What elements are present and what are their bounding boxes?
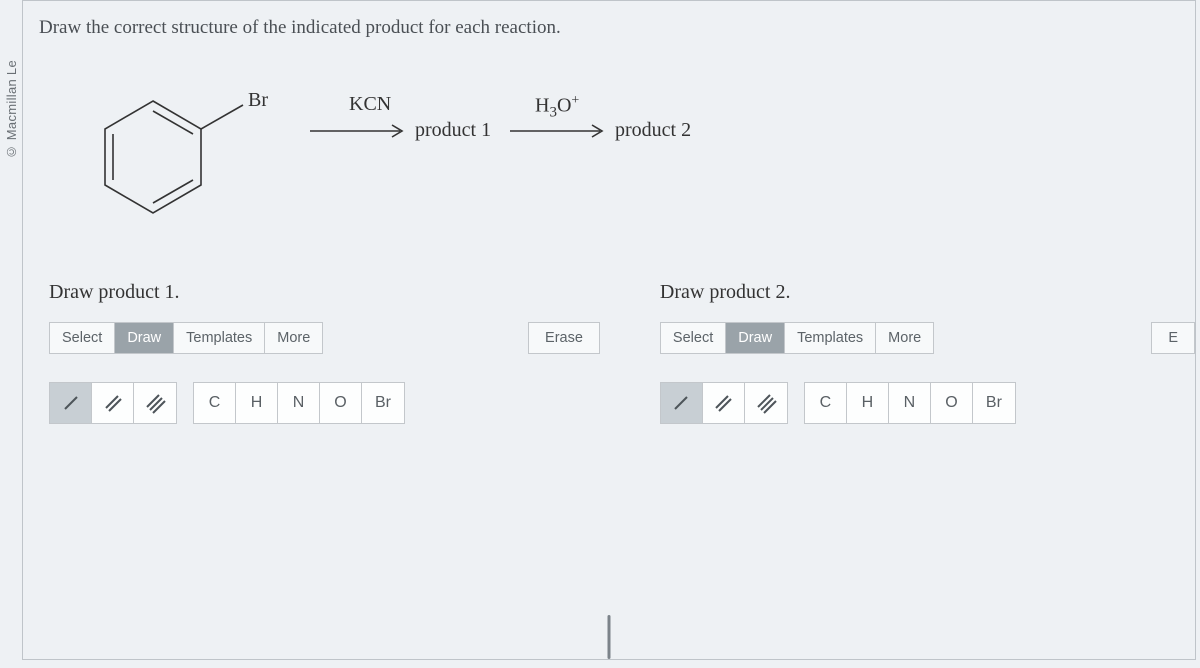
- bond-tools: [660, 382, 788, 424]
- atom-h-button[interactable]: H: [236, 383, 278, 423]
- product-1-label: product 1: [415, 119, 491, 142]
- single-bond-button[interactable]: [50, 383, 92, 423]
- atom-h-button[interactable]: H: [847, 383, 889, 423]
- atom-c-button[interactable]: C: [805, 383, 847, 423]
- atom-tools: C H N O Br: [804, 382, 1016, 424]
- question-frame: Draw the correct structure of the indica…: [22, 0, 1196, 660]
- erase-button[interactable]: Erase: [528, 322, 600, 354]
- tab-templates[interactable]: Templates: [174, 323, 265, 353]
- panel-1-toolbar: Select Draw Templates More: [49, 322, 323, 354]
- tab-more[interactable]: More: [876, 323, 933, 353]
- draw-panel-2: Draw product 2. Select Draw Templates Mo…: [660, 281, 1195, 424]
- single-bond-button[interactable]: [661, 383, 703, 423]
- question-prompt: Draw the correct structure of the indica…: [39, 17, 561, 39]
- triple-bond-button[interactable]: [134, 383, 176, 423]
- tab-select[interactable]: Select: [50, 323, 115, 353]
- atom-n-button[interactable]: N: [889, 383, 931, 423]
- reagent-1: KCN: [349, 93, 391, 116]
- panel-2-toolbar: Select Draw Templates More: [660, 322, 934, 354]
- draw-panel-1: Draw product 1. Select Draw Templates Mo…: [49, 281, 600, 424]
- atom-o-button[interactable]: O: [320, 383, 362, 423]
- reagent-2: H3O+: [535, 93, 579, 122]
- tab-draw[interactable]: Draw: [115, 323, 174, 353]
- atom-n-button[interactable]: N: [278, 383, 320, 423]
- double-bond-button[interactable]: [703, 383, 745, 423]
- product-2-label: product 2: [615, 119, 691, 142]
- br-label: Br: [248, 89, 268, 112]
- pager-handle[interactable]: [608, 615, 611, 659]
- atom-br-button[interactable]: Br: [362, 383, 404, 423]
- panel-1-title: Draw product 1.: [49, 281, 600, 304]
- tab-draw[interactable]: Draw: [726, 323, 785, 353]
- triple-bond-button[interactable]: [745, 383, 787, 423]
- atom-o-button[interactable]: O: [931, 383, 973, 423]
- tab-templates[interactable]: Templates: [785, 323, 876, 353]
- bond-tools: [49, 382, 177, 424]
- erase-button[interactable]: E: [1151, 322, 1195, 354]
- atom-c-button[interactable]: C: [194, 383, 236, 423]
- reaction-scheme: Br KCN product 1 H3O+ product 2: [93, 71, 793, 241]
- copyright-text: © Macmillan Le: [4, 60, 19, 159]
- arrow-2-icon: [508, 121, 608, 141]
- atom-tools: C H N O Br: [193, 382, 405, 424]
- double-bond-button[interactable]: [92, 383, 134, 423]
- tab-more[interactable]: More: [265, 323, 322, 353]
- arrow-1-icon: [308, 121, 408, 141]
- tab-select[interactable]: Select: [661, 323, 726, 353]
- atom-br-button[interactable]: Br: [973, 383, 1015, 423]
- panel-2-title: Draw product 2.: [660, 281, 1195, 304]
